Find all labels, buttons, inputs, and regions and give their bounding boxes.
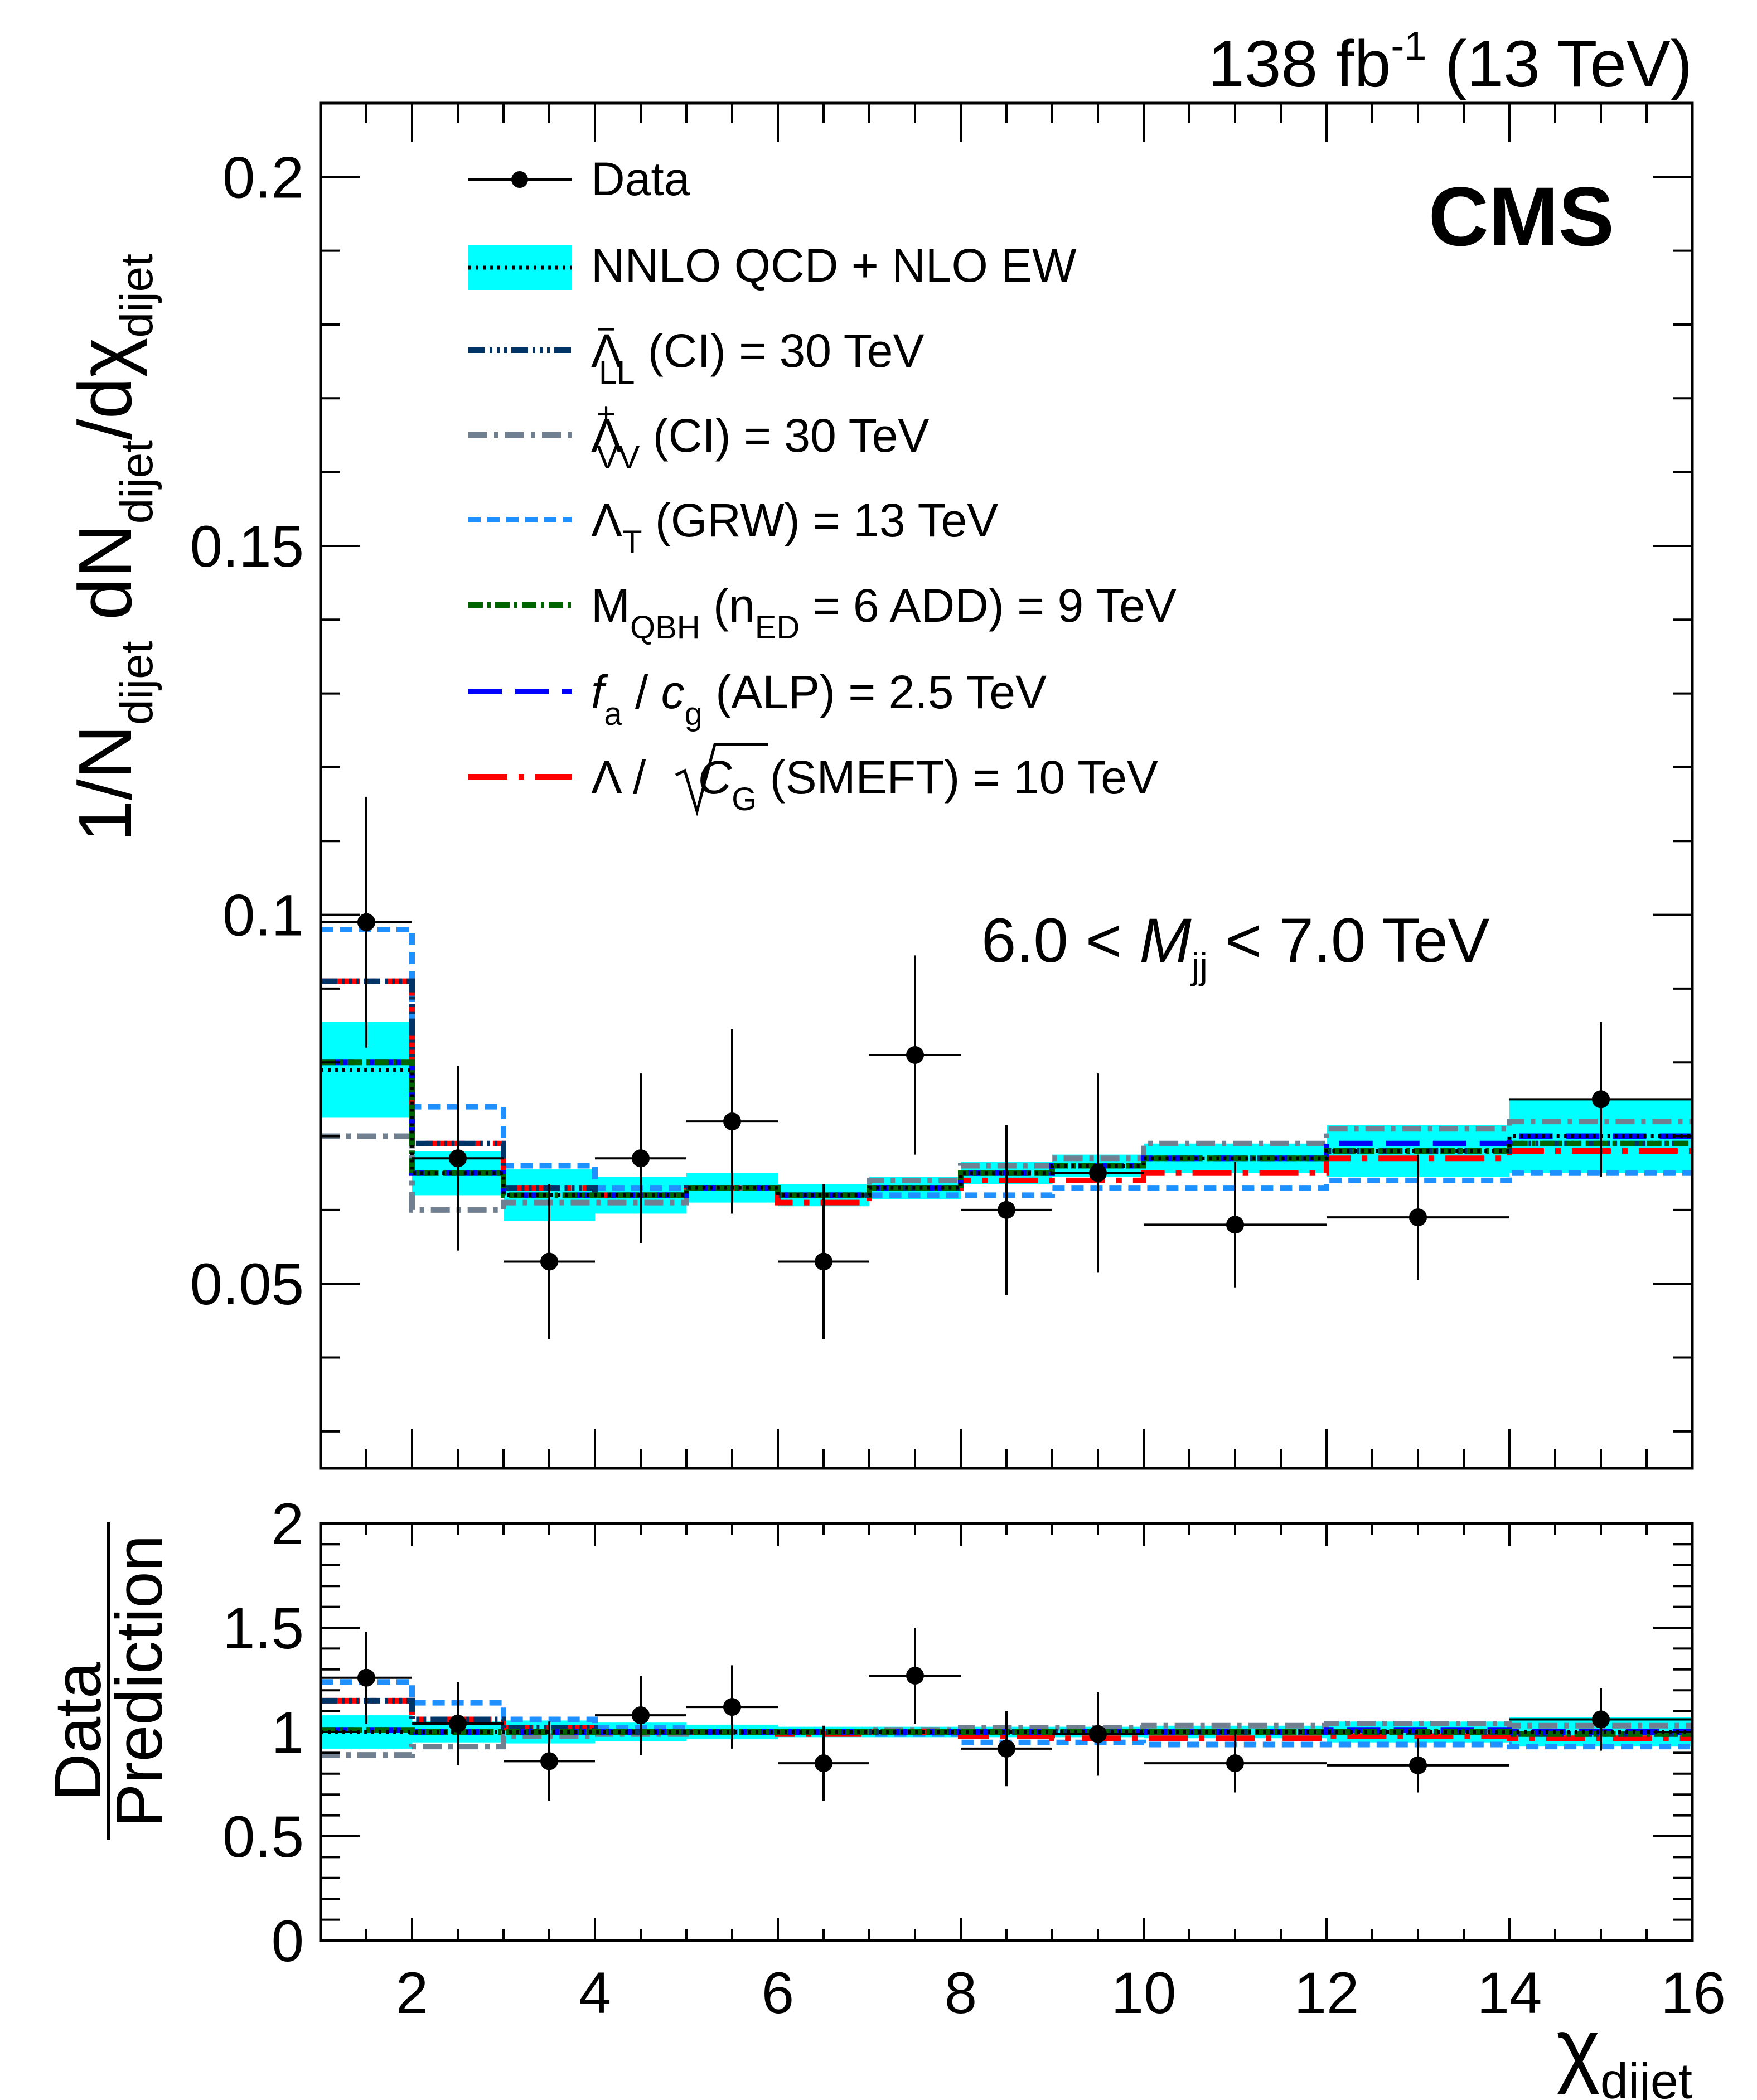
main-axis-ticks [320,102,1693,1468]
x-tick-labels: 2 4 6 8 10 12 14 16 [396,1961,1726,2026]
x-tick-label: 2 [396,1961,428,2026]
ratio-panel: 0 0.5 1 1.5 2 2 4 6 8 10 12 14 16 Data Prediction χ… [41,1492,1726,2100]
x-tick-label: 8 [945,1961,977,2026]
main-panel: 0.05 0.1 0.15 0.2 CMS 6.0 < Mjj < 7.0 TeV 1… [63,101,1694,1470]
legend-entry-grw: ΛT (GRW) = 13 TeV [468,494,998,560]
ratio-ytick-label: 1.5 [222,1596,304,1661]
ratio-curve-vv [321,1721,1692,1758]
legend-label-sm: NNLO QCD + NLO EW [591,239,1076,292]
ratio-axis-ticks [320,1522,1693,1942]
legend-label-grw: ΛT (GRW) = 13 TeV [591,494,998,560]
main-ytick-label: 0.2 [222,145,304,210]
ratio-y-label-bottom: Prediction [103,1535,176,1828]
main-data-point [357,913,375,931]
legend-marker-data-point [511,171,528,188]
legend-label-smeft: Λ / CG (SMEFT) = 10 TeV [591,751,1158,817]
main-data-point [815,1252,832,1271]
legend-label-alp: fa / cg (ALP) = 2.5 TeV [591,666,1047,732]
x-tick-label: 4 [579,1961,611,2026]
ratio-y-tick-labels: 0 0.5 1 1.5 2 [222,1492,304,1974]
legend-label-ll: Λ− LL (CI) = 30 TeV [591,311,925,391]
main-curve-sm [321,1067,1692,1197]
legend-label-qbh: MQBH (nED = 6 ADD) = 9 TeV [591,579,1177,646]
ratio-data-point [1089,1725,1107,1743]
ratio-data-point [632,1706,650,1725]
main-data-point [1592,1090,1610,1109]
main-data-point [1089,1164,1107,1182]
ratio-ytick-label: 0 [272,1909,304,1974]
data-points [321,796,1692,1339]
ratio-data-point [723,1698,741,1716]
ratio-data-point [357,1668,375,1687]
ratio-data-points [321,1628,1692,1801]
ratio-data-point [540,1752,558,1770]
main-data-point [1409,1208,1427,1227]
main-ytick-label: 0.1 [222,883,304,949]
ratio-data-point [1592,1710,1610,1729]
ratio-data-point [906,1667,924,1685]
main-curve-vv [321,1119,1692,1213]
ratio-ytick-label: 1 [272,1700,304,1765]
legend-entry-ll: Λ− LL (CI) = 30 TeV [468,311,925,391]
ratio-data-point [815,1754,832,1773]
x-axis-label: χdijet [1556,2001,1692,2100]
legend-entry-sm: NNLO QCD + NLO EW [468,239,1076,292]
legend-label-vv: Λ+ VV (CI) = 30 TeV [591,396,929,476]
luminosity-label: 138 fb-1 (13 TeV) [1208,24,1692,101]
legend-entry-smeft: Λ / CG (SMEFT) = 10 TeV [468,743,1158,817]
legend-entry-vv: Λ+ VV (CI) = 30 TeV [468,396,929,476]
ratio-data-point [1409,1756,1427,1774]
main-y-tick-labels: 0.05 0.1 0.15 0.2 [190,145,304,1317]
ratio-ytick-label: 0.5 [222,1804,304,1870]
sqrt-sign-icon [675,743,768,817]
x-tick-label: 10 [1111,1961,1177,2026]
main-data-point [906,1046,924,1064]
main-y-axis-label: 1/Ndijet dNdijet/dχdijet [63,254,162,842]
x-tick-label: 14 [1477,1961,1542,2026]
ratio-ytick-label: 2 [272,1492,304,1557]
main-ytick-label: 0.15 [190,514,304,579]
main-ytick-label: 0.05 [190,1252,304,1317]
ratio-data-point [998,1739,1015,1758]
x-tick-label: 6 [762,1961,794,2026]
x-tick-label: 12 [1294,1961,1359,2026]
ratio-data-point [449,1715,467,1733]
x-tick-label: 16 [1661,1961,1726,2026]
legend-entry-data: Data [468,153,690,205]
experiment-label: CMS [1429,170,1614,263]
legend: Data NNLO QCD + NLO EW Λ− LL (CI) = 30 Te… [468,153,1177,817]
legend-entry-qbh: MQBH (nED = 6 ADD) = 9 TeV [468,579,1177,646]
ratio-y-label-top: Data [41,1662,115,1801]
main-data-point [998,1201,1015,1219]
main-data-point [449,1149,467,1168]
ratio-data-point [1226,1754,1244,1773]
main-data-point [540,1252,558,1271]
legend-entry-alp: fa / cg (ALP) = 2.5 TeV [468,666,1047,732]
main-curve-smeft [321,978,1692,1206]
main-data-point [632,1149,650,1168]
mass-range-annotation: 6.0 < Mjj < 7.0 TeV [981,906,1490,986]
main-data-point [1226,1216,1244,1234]
main-data-point [723,1112,741,1131]
legend-label-data: Data [591,153,690,205]
ratio-curve-qbh [321,1727,1692,1737]
